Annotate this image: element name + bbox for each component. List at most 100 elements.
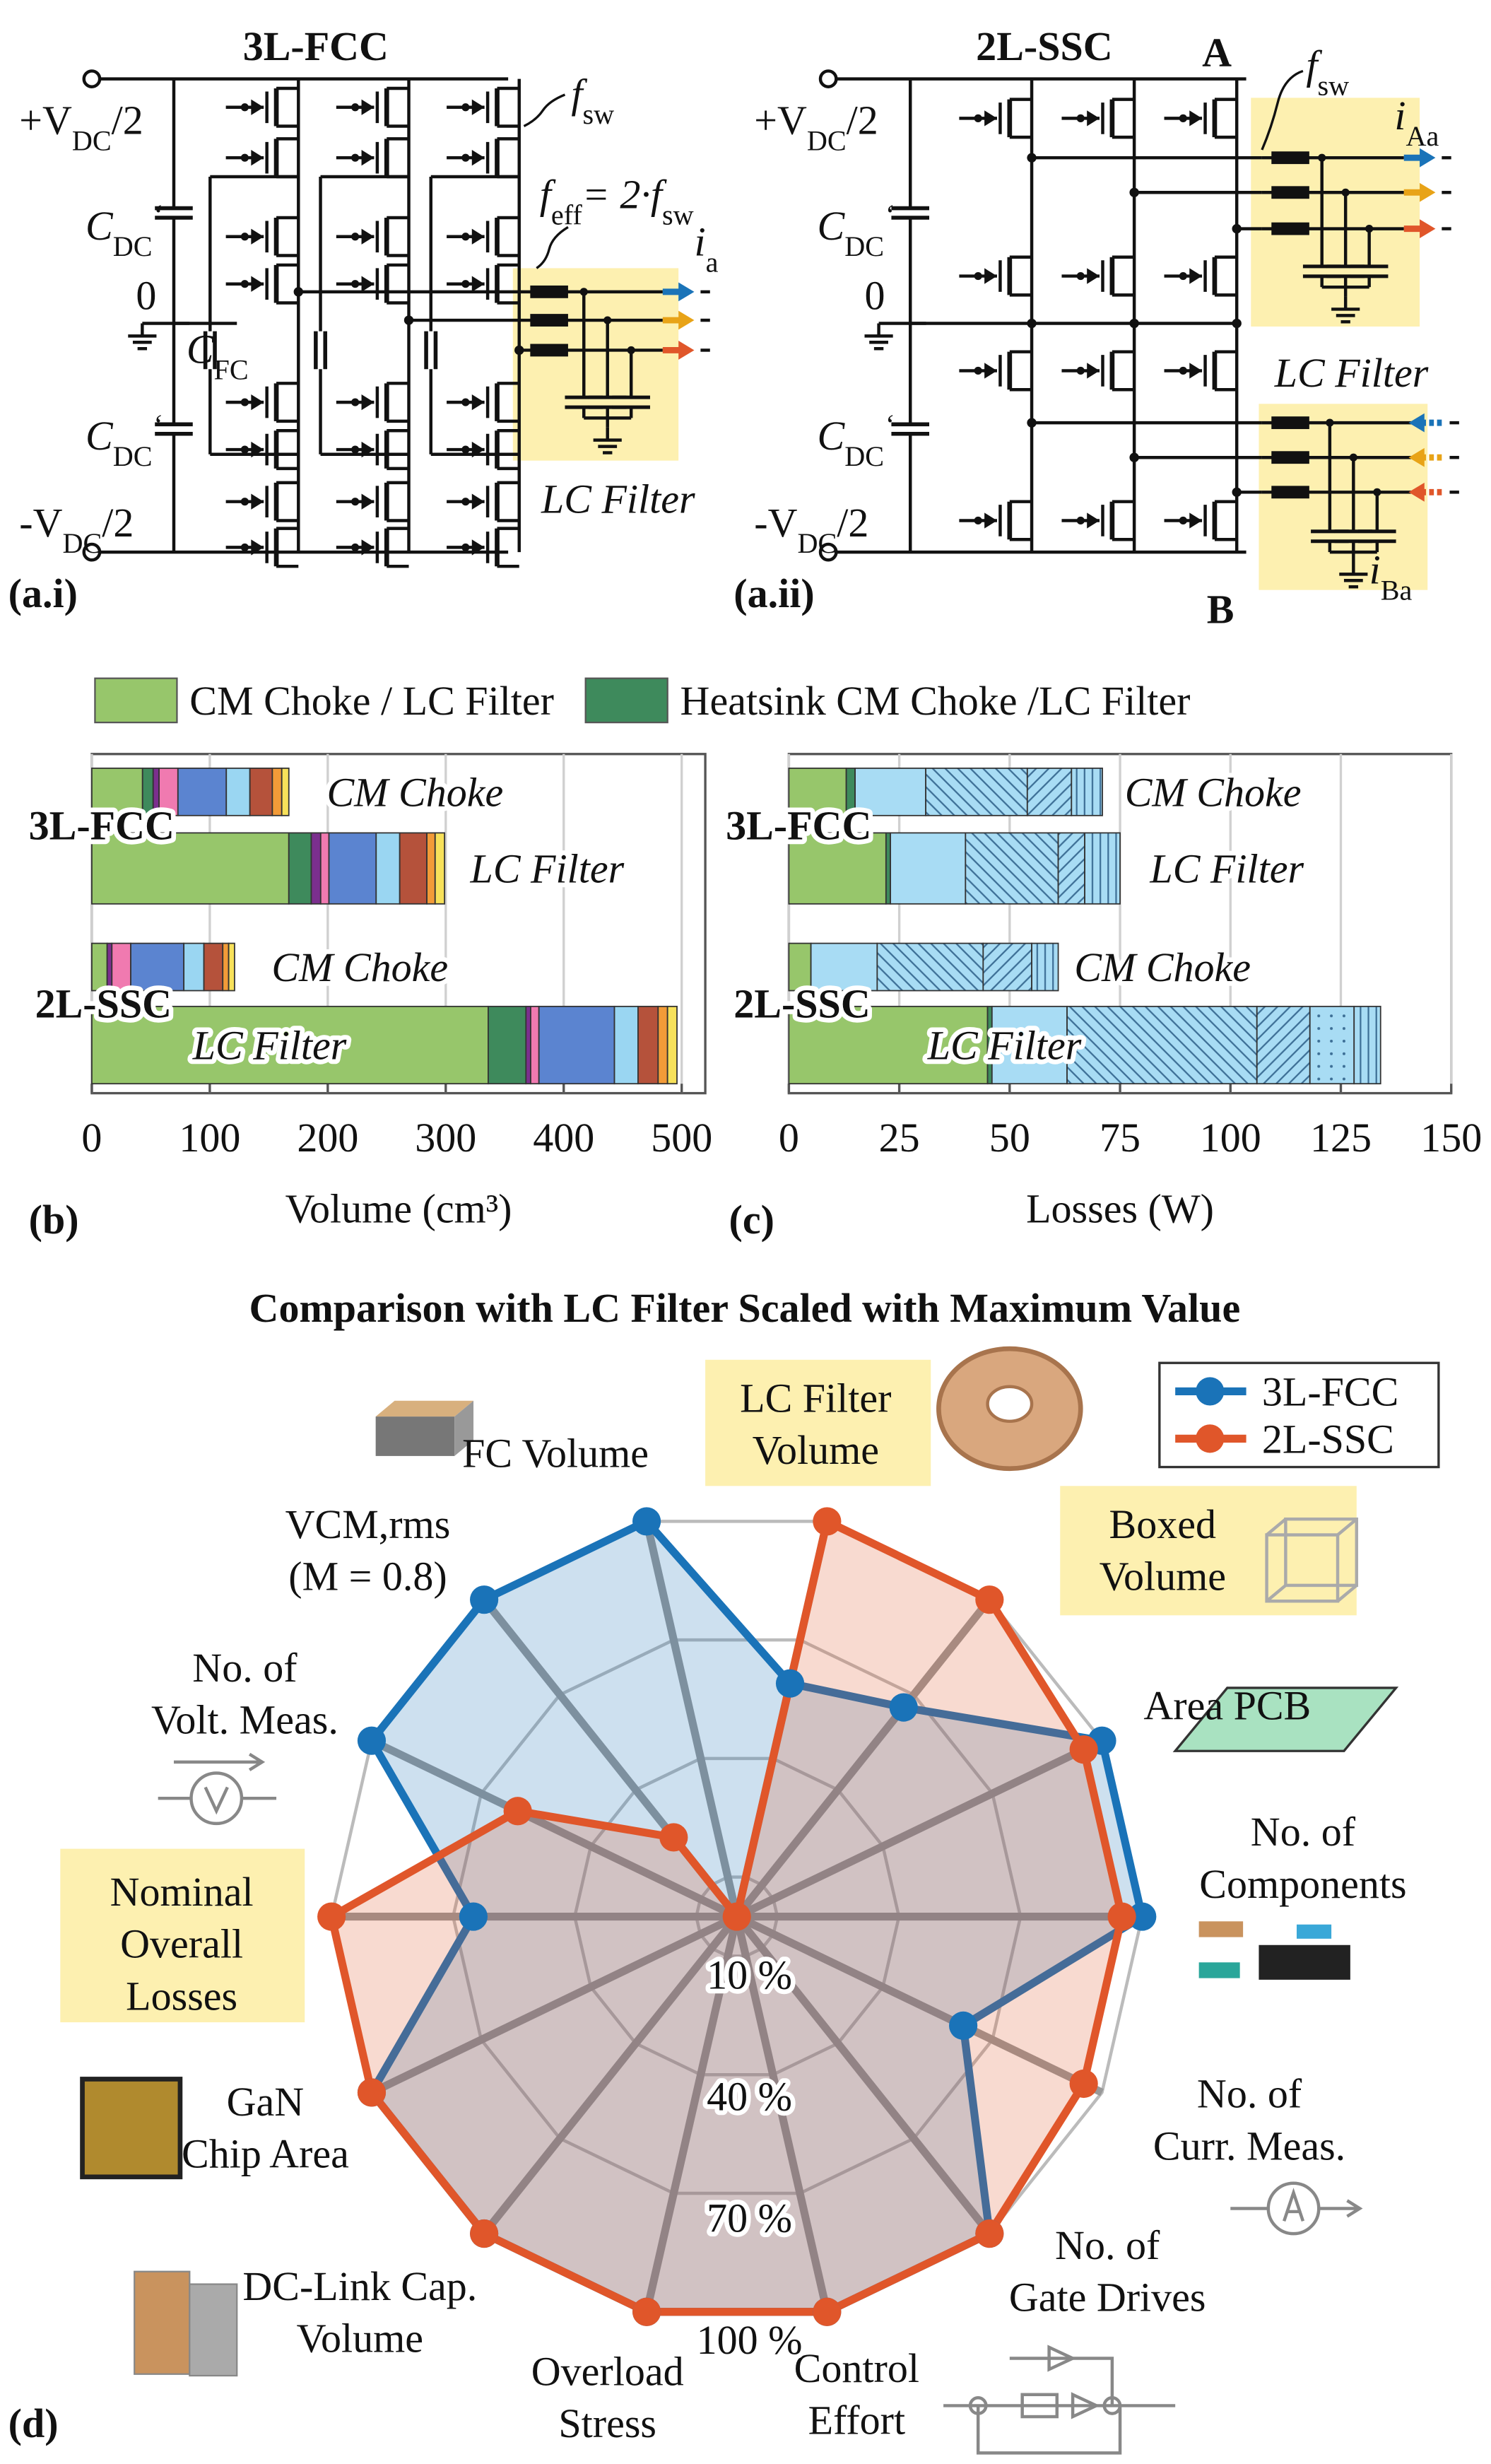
diode bbox=[251, 276, 264, 292]
label-part: C bbox=[86, 203, 114, 249]
inductor bbox=[1271, 222, 1309, 235]
node bbox=[1027, 418, 1037, 428]
bar-segment bbox=[1309, 1005, 1355, 1085]
axis-label: Boxed bbox=[1109, 1501, 1216, 1547]
node bbox=[1232, 223, 1242, 234]
bar-segment bbox=[530, 1005, 540, 1085]
voltmeter-icon bbox=[158, 1752, 277, 1826]
cap-gap bbox=[1326, 268, 1365, 275]
inductor bbox=[530, 344, 568, 357]
bar-segment bbox=[637, 1005, 659, 1085]
terminal bbox=[82, 69, 102, 88]
node bbox=[514, 345, 524, 356]
label-highlight bbox=[60, 1848, 305, 2023]
legend-marker bbox=[1196, 1377, 1225, 1406]
label: CDC‘ bbox=[86, 199, 162, 262]
label-part: DC bbox=[807, 124, 847, 156]
x-tick-label: 150 bbox=[1420, 1115, 1482, 1161]
panel-label: (d) bbox=[8, 2400, 59, 2446]
gap bbox=[155, 208, 193, 218]
r-tick-label: 40 % bbox=[707, 2074, 792, 2120]
label-part: i bbox=[1394, 93, 1405, 139]
current-arrow bbox=[678, 341, 695, 360]
node bbox=[1027, 153, 1037, 163]
bar-segment bbox=[203, 942, 224, 992]
legend-label: 2L-SSC bbox=[1262, 1416, 1394, 1462]
diode bbox=[471, 493, 485, 510]
bar-segment bbox=[1256, 1005, 1311, 1085]
label: A bbox=[1202, 30, 1232, 76]
gap bbox=[891, 208, 929, 218]
cap-gap bbox=[565, 399, 603, 406]
diode bbox=[471, 228, 485, 245]
label-part: +V bbox=[19, 98, 72, 143]
diode bbox=[361, 276, 375, 292]
bar-segment bbox=[1066, 1005, 1258, 1085]
bar-segment bbox=[183, 942, 205, 992]
panel-label: (c) bbox=[729, 1197, 774, 1243]
diode bbox=[1189, 363, 1203, 379]
diode bbox=[984, 363, 997, 379]
inductor bbox=[530, 285, 568, 298]
current-arrow bbox=[1408, 413, 1425, 433]
node bbox=[1129, 452, 1139, 462]
inductor bbox=[1271, 416, 1309, 430]
bar-segment bbox=[876, 942, 984, 992]
r-tick-label: 70 % bbox=[707, 2195, 792, 2241]
label-part: DC bbox=[113, 230, 153, 262]
gan-icon bbox=[80, 2077, 183, 2180]
bar-segment bbox=[375, 832, 401, 905]
axis-label: Overall bbox=[120, 1921, 243, 1967]
bar-segment bbox=[399, 832, 428, 905]
bar-segment bbox=[488, 1005, 527, 1085]
bar-label: CM Choke bbox=[326, 769, 503, 815]
bar-segment bbox=[525, 1005, 531, 1085]
legend-label: 3L-FCC bbox=[1262, 1368, 1398, 1414]
label-part: i bbox=[1369, 547, 1381, 593]
diode bbox=[471, 539, 485, 556]
data-point bbox=[813, 1507, 842, 1536]
diode bbox=[1189, 110, 1203, 127]
diode bbox=[1087, 110, 1100, 127]
axis-label: Control bbox=[794, 2345, 919, 2391]
diode bbox=[361, 394, 375, 411]
axis-label: VCM,rms bbox=[285, 1501, 451, 1547]
axis-label: Overload bbox=[531, 2348, 684, 2394]
squiggle bbox=[523, 93, 566, 128]
data-point bbox=[775, 1669, 805, 1698]
label: 2L-SSC bbox=[976, 23, 1112, 69]
inductor bbox=[1271, 451, 1309, 464]
label-part: = 2· bbox=[582, 172, 651, 218]
data-point bbox=[1107, 1902, 1136, 1931]
bar-segment bbox=[885, 832, 891, 905]
label-part: DC bbox=[797, 527, 837, 558]
current-arrow bbox=[678, 282, 695, 302]
data-point bbox=[975, 1585, 1004, 1614]
bar-segment bbox=[225, 767, 251, 816]
chart-title: Comparison with LC Filter Scaled with Ma… bbox=[249, 1285, 1241, 1331]
bar-segment bbox=[1057, 832, 1085, 905]
label-part: DC bbox=[62, 527, 102, 558]
label: fsw bbox=[571, 71, 614, 130]
spoke bbox=[733, 1914, 993, 2236]
axis-label: No. of bbox=[1251, 1809, 1356, 1855]
diode bbox=[251, 539, 264, 556]
label: CDC‘ bbox=[818, 409, 894, 472]
x-tick-label: 200 bbox=[297, 1115, 358, 1161]
label-part: Aa bbox=[1405, 120, 1439, 152]
data-point bbox=[1128, 1902, 1157, 1931]
current-arrow bbox=[1420, 148, 1436, 168]
x-tick-label: 25 bbox=[879, 1115, 920, 1161]
label-part: /2 bbox=[837, 500, 868, 546]
axis-label: Chip Area bbox=[182, 2130, 349, 2176]
inductor bbox=[1271, 486, 1309, 499]
diode bbox=[251, 493, 264, 510]
label-part: Ba bbox=[1381, 574, 1413, 606]
label-part: ‘ bbox=[884, 199, 893, 230]
bar-segment bbox=[319, 832, 330, 905]
bar-segment bbox=[288, 832, 312, 905]
legend-label: CM Choke / LC Filter bbox=[189, 678, 554, 724]
x-tick-label: 300 bbox=[415, 1115, 476, 1161]
bar-segment bbox=[1353, 1005, 1381, 1085]
bar-label: LC Filter bbox=[192, 1023, 347, 1069]
